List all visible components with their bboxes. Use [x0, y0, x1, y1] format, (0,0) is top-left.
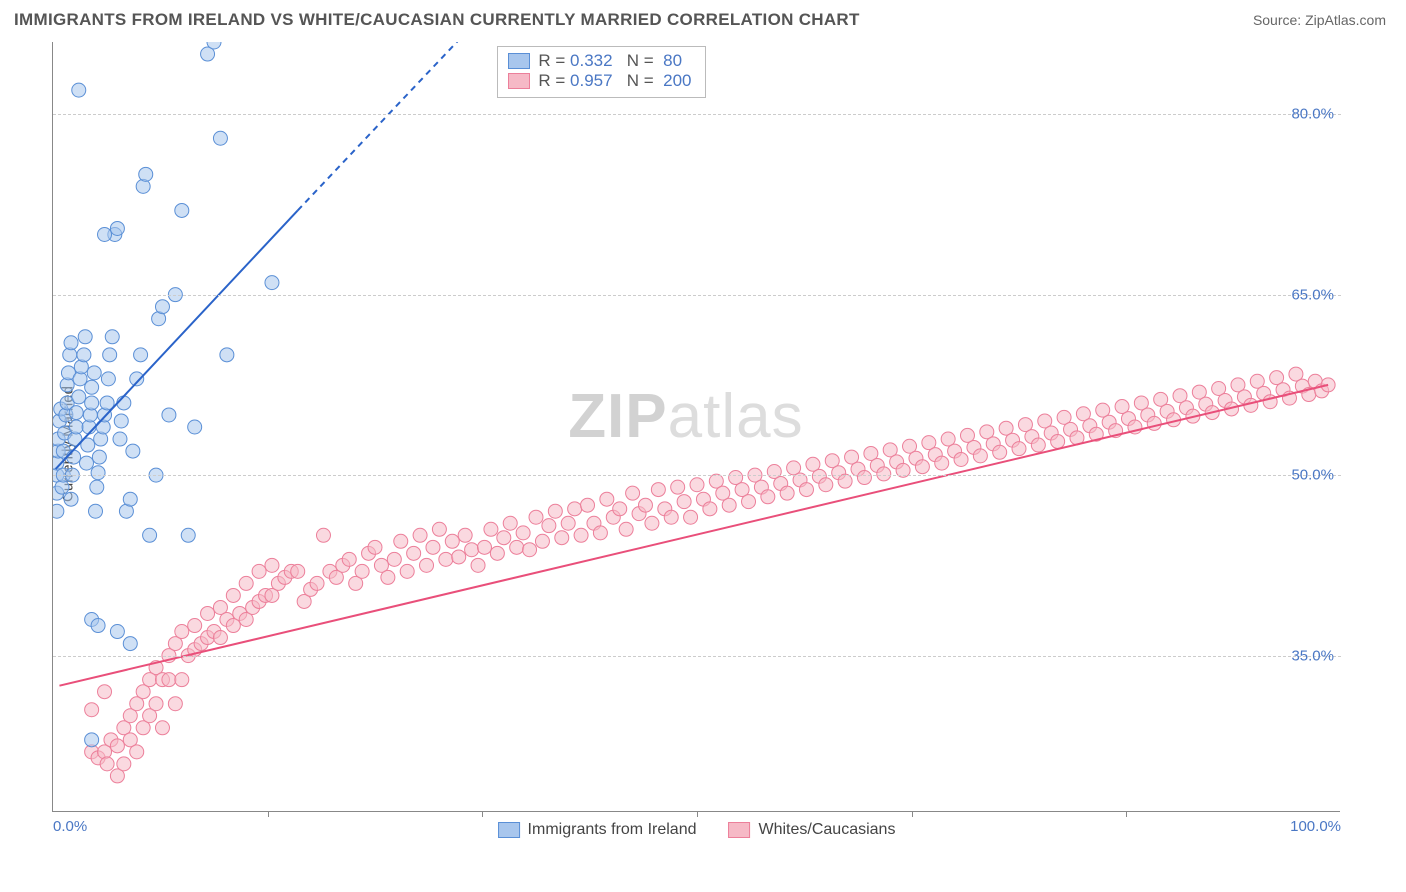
source-label: Source: ZipAtlas.com: [1253, 12, 1386, 28]
legend-stats-text: R = 0.957 N = 200: [538, 71, 691, 91]
legend-stats-text: R = 0.332 N = 80: [538, 51, 682, 71]
scatter-svg: [53, 42, 1341, 812]
legend-swatch: [508, 73, 530, 89]
chart-container: Currently Married 35.0%50.0%65.0%80.0%0.…: [14, 42, 1392, 846]
y-tick-label: 80.0%: [1291, 106, 1334, 123]
y-tick-label: 35.0%: [1291, 647, 1334, 664]
chart-title: IMMIGRANTS FROM IRELAND VS WHITE/CAUCASI…: [14, 10, 860, 30]
legend-swatch: [728, 822, 750, 838]
plot-area: 35.0%50.0%65.0%80.0%0.0%100.0%ZIPatlasR …: [52, 42, 1340, 812]
stats-legend: R = 0.332 N = 80R = 0.957 N = 200: [497, 46, 706, 98]
x-tick-label: 100.0%: [1290, 818, 1341, 835]
legend-swatch: [508, 53, 530, 69]
legend-label: Immigrants from Ireland: [528, 821, 697, 839]
legend-swatch: [498, 822, 520, 838]
y-tick-label: 50.0%: [1291, 467, 1334, 484]
x-tick-label: 0.0%: [53, 818, 87, 835]
series-legend: Immigrants from Ireland Whites/Caucasians: [498, 821, 896, 839]
y-tick-label: 65.0%: [1291, 286, 1334, 303]
legend-label: Whites/Caucasians: [758, 821, 895, 839]
